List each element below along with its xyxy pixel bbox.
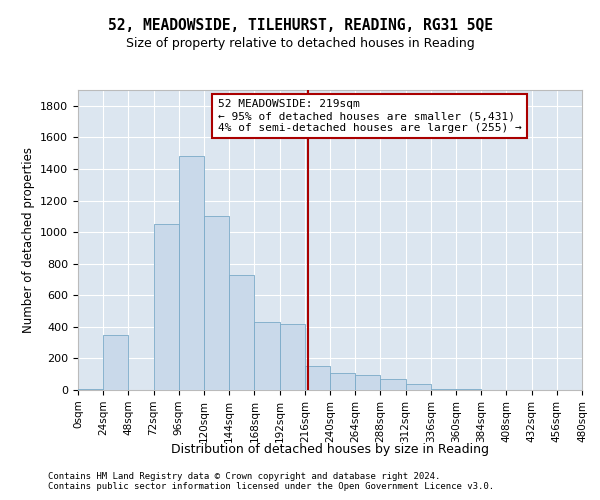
Text: Size of property relative to detached houses in Reading: Size of property relative to detached ho… bbox=[125, 38, 475, 51]
Text: 52, MEADOWSIDE, TILEHURST, READING, RG31 5QE: 52, MEADOWSIDE, TILEHURST, READING, RG31… bbox=[107, 18, 493, 32]
Bar bbox=[280, 324, 305, 390]
Text: Contains HM Land Registry data © Crown copyright and database right 2024.: Contains HM Land Registry data © Crown c… bbox=[48, 472, 440, 481]
Bar bbox=[154, 224, 179, 390]
Bar bbox=[305, 366, 330, 390]
Bar bbox=[330, 372, 355, 390]
Text: 52 MEADOWSIDE: 219sqm
← 95% of detached houses are smaller (5,431)
4% of semi-de: 52 MEADOWSIDE: 219sqm ← 95% of detached … bbox=[218, 100, 521, 132]
Bar bbox=[179, 156, 204, 390]
Bar bbox=[254, 322, 280, 390]
Bar bbox=[380, 379, 406, 390]
Y-axis label: Number of detached properties: Number of detached properties bbox=[22, 147, 35, 333]
Bar bbox=[456, 389, 481, 390]
Bar bbox=[204, 216, 229, 390]
Bar bbox=[431, 389, 456, 390]
Text: Distribution of detached houses by size in Reading: Distribution of detached houses by size … bbox=[171, 442, 489, 456]
Bar bbox=[229, 274, 254, 390]
Bar bbox=[103, 334, 128, 390]
Text: Contains public sector information licensed under the Open Government Licence v3: Contains public sector information licen… bbox=[48, 482, 494, 491]
Bar bbox=[78, 389, 103, 390]
Bar bbox=[355, 375, 380, 390]
Bar bbox=[406, 384, 431, 390]
